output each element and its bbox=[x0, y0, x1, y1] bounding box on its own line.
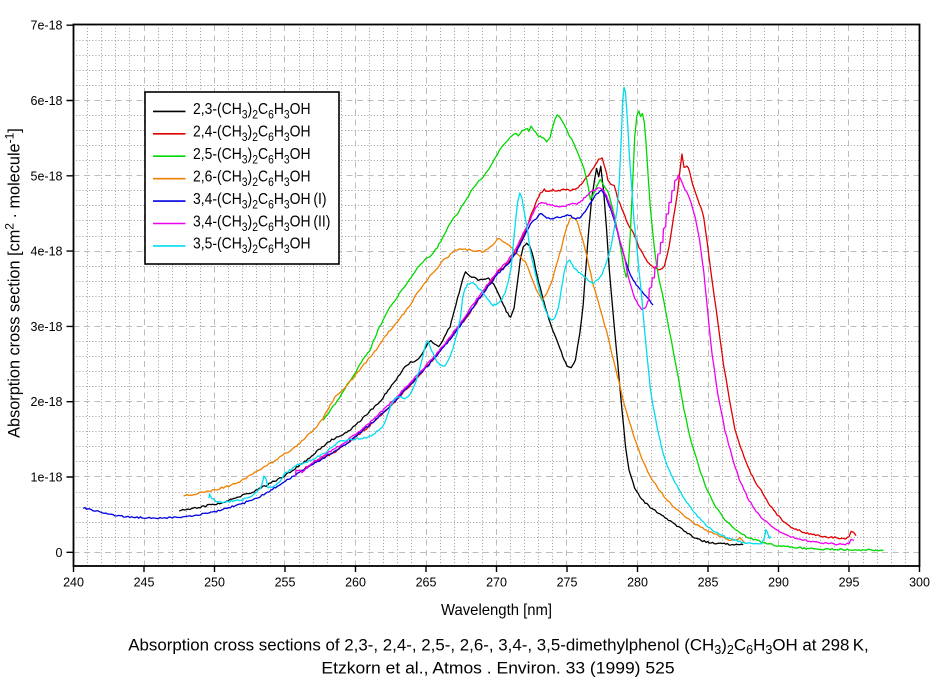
svg-text:Wavelength [nm]: Wavelength [nm] bbox=[441, 602, 552, 620]
svg-text:295: 295 bbox=[839, 576, 860, 590]
svg-text:285: 285 bbox=[698, 576, 719, 590]
svg-text:5e-18: 5e-18 bbox=[31, 169, 63, 183]
svg-text:Etzkorn et al., Atmos . Enviro: Etzkorn et al., Atmos . Environ. 33 (199… bbox=[321, 658, 674, 678]
svg-text:2,6-(CH3)2C6H3OH: 2,6-(CH3)2C6H3OH bbox=[193, 169, 311, 189]
svg-text:245: 245 bbox=[134, 576, 155, 590]
svg-text:265: 265 bbox=[416, 576, 437, 590]
svg-text:2e-18: 2e-18 bbox=[31, 395, 63, 409]
svg-text:3e-18: 3e-18 bbox=[31, 320, 63, 334]
svg-text:255: 255 bbox=[275, 576, 296, 590]
svg-text:280: 280 bbox=[627, 576, 648, 590]
svg-text:Absorption cross sections of 2: Absorption cross sections of 2,3-, 2,4-,… bbox=[128, 635, 868, 657]
svg-text:300: 300 bbox=[909, 576, 930, 590]
svg-text:1e-18: 1e-18 bbox=[31, 471, 63, 485]
svg-text:2,5-(CH3)2C6H3OH: 2,5-(CH3)2C6H3OH bbox=[193, 146, 311, 166]
svg-text:2,3-(CH3)2C6H3OH: 2,3-(CH3)2C6H3OH bbox=[193, 102, 311, 122]
svg-text:275: 275 bbox=[557, 576, 578, 590]
svg-text:4e-18: 4e-18 bbox=[31, 245, 63, 259]
svg-text:3,4-(CH3)2C6H3OH (I): 3,4-(CH3)2C6H3OH (I) bbox=[193, 191, 327, 211]
svg-text:3,5-(CH3)2C6H3OH: 3,5-(CH3)2C6H3OH bbox=[193, 236, 311, 256]
svg-text:3,4-(CH3)2C6H3OH (II): 3,4-(CH3)2C6H3OH (II) bbox=[193, 214, 330, 234]
svg-text:0: 0 bbox=[56, 546, 63, 560]
svg-text:Absorption cross section [cm2: Absorption cross section [cm2 · molecule… bbox=[3, 128, 24, 438]
svg-text:6e-18: 6e-18 bbox=[31, 94, 63, 108]
svg-text:240: 240 bbox=[63, 576, 84, 590]
svg-text:260: 260 bbox=[345, 576, 366, 590]
svg-text:250: 250 bbox=[204, 576, 225, 590]
svg-text:7e-18: 7e-18 bbox=[31, 19, 63, 33]
svg-text:290: 290 bbox=[768, 576, 789, 590]
svg-text:2,4-(CH3)2C6H3OH: 2,4-(CH3)2C6H3OH bbox=[193, 124, 311, 144]
svg-text:270: 270 bbox=[486, 576, 507, 590]
